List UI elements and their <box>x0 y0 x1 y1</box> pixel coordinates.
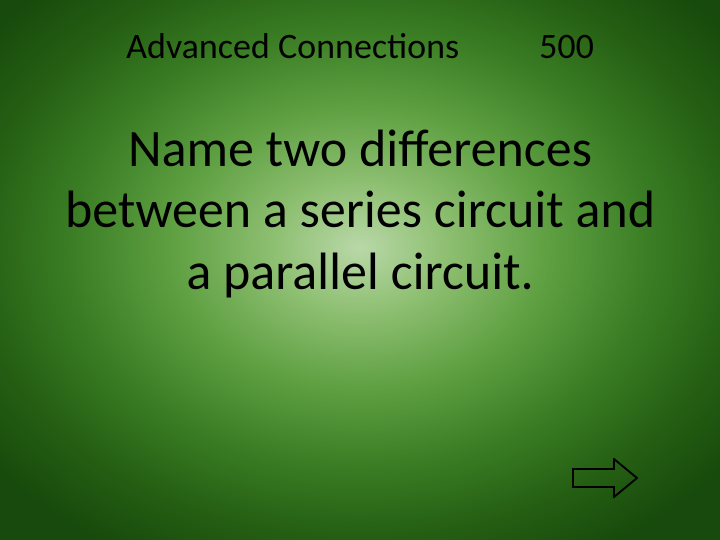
question-text: Name two differences between a series ci… <box>60 118 660 302</box>
arrow-right-icon <box>572 458 638 498</box>
next-arrow-button[interactable] <box>572 458 638 498</box>
category-label: Advanced Connections <box>126 24 459 68</box>
slide-header: Advanced Connections 500 <box>0 24 720 68</box>
jeopardy-slide: Advanced Connections 500 Name two differ… <box>0 0 720 540</box>
points-label: 500 <box>539 24 594 68</box>
